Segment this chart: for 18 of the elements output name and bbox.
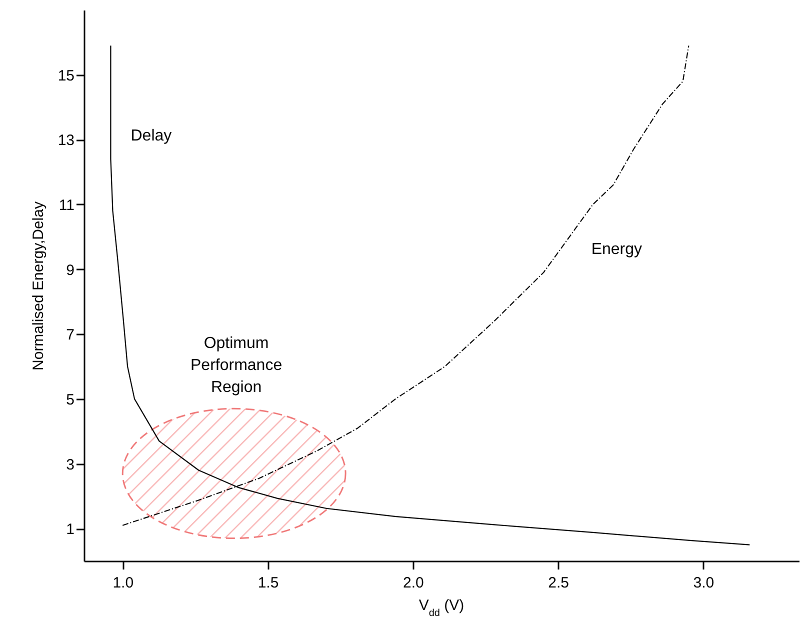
series-label: Delay (130, 128, 172, 145)
y-axis-title: Normalised Energy,Delay (30, 201, 47, 370)
y-tick-label: 15 (58, 67, 74, 84)
x-axis-title: V$_{dd}$ (V) (418, 597, 464, 618)
series-label: Energy (591, 241, 642, 258)
x-tick-label: 1.0 (112, 574, 134, 592)
x-tick-label: 2.0 (402, 574, 424, 592)
x-tick-label: 2.5 (548, 574, 569, 592)
y-tick-label: 3 (66, 456, 74, 474)
annotation: Optimum Performance Region (190, 335, 282, 396)
y-tick-label: 1 (66, 521, 74, 538)
y-tick-label: 13 (58, 132, 74, 150)
y-tick-label: 11 (58, 196, 74, 214)
y-tick-label: 7 (66, 326, 74, 344)
x-tick-label: 1.5 (258, 574, 279, 592)
y-tick-label: 9 (66, 262, 74, 279)
x-tick-label: 3.0 (693, 574, 714, 592)
y-tick-label: 5 (66, 391, 74, 408)
